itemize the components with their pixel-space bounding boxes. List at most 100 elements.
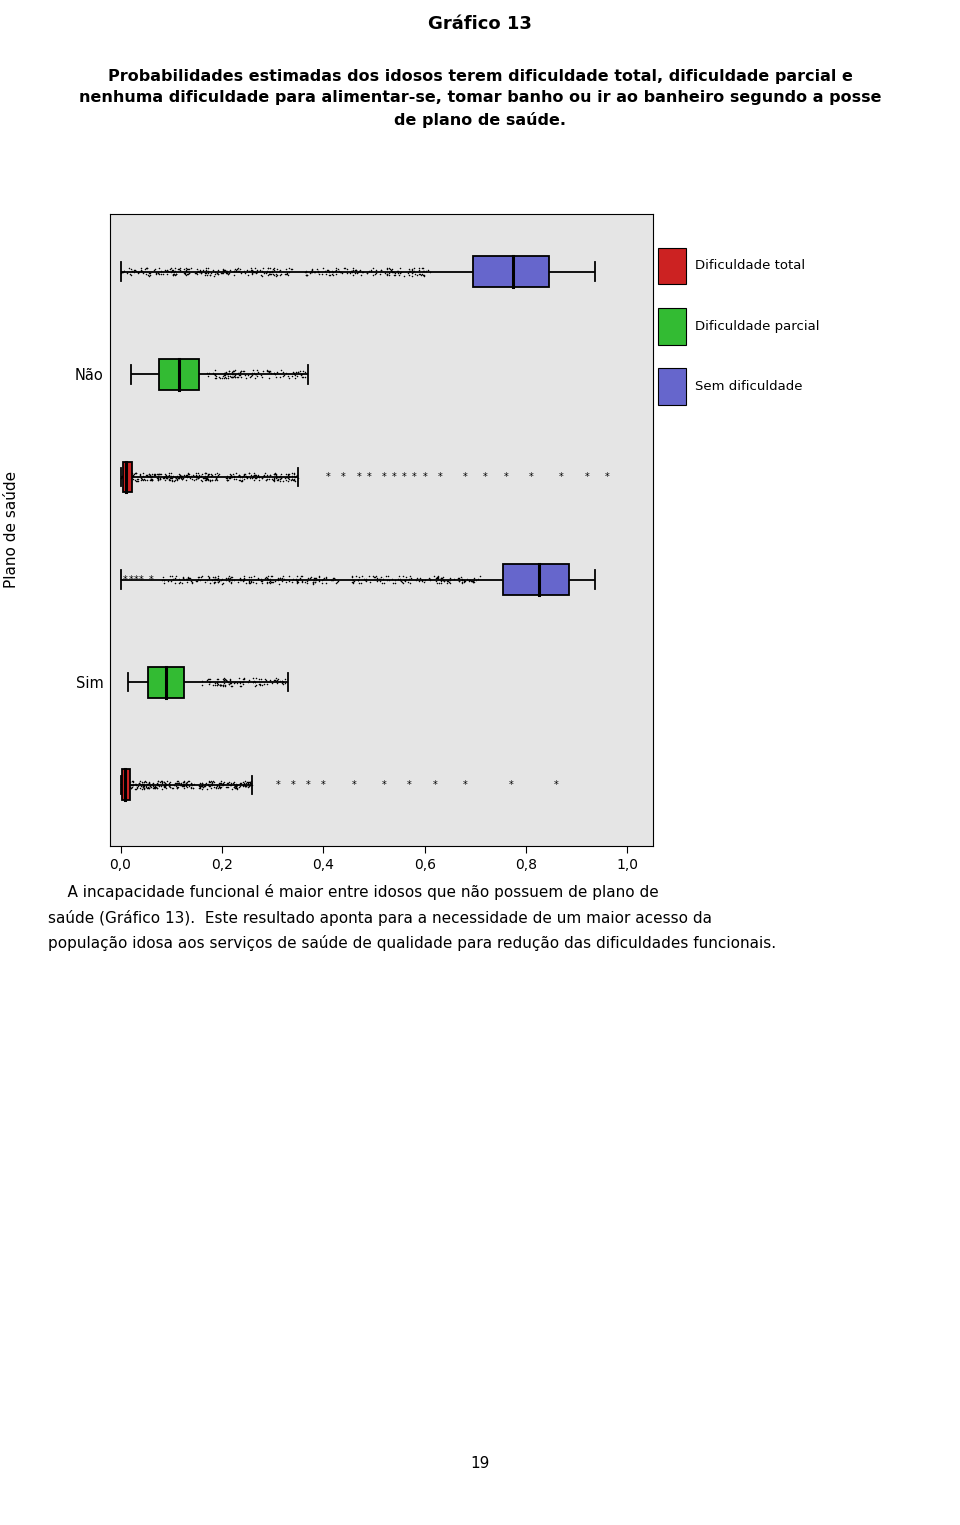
Point [379,262,395,287]
Point [436,564,451,589]
Point [220,468,235,493]
Point [431,564,446,589]
Point [397,569,413,593]
Point [264,564,279,589]
Point [156,465,172,490]
Point [123,776,138,801]
Point [130,773,145,798]
Point [175,772,190,796]
Point [414,567,429,592]
Point [231,666,247,691]
Point [248,666,263,691]
Point [198,261,213,285]
Point [299,261,314,285]
Point [281,366,297,390]
Point [218,775,233,799]
Point [266,258,281,282]
Point [243,462,258,486]
Point [204,567,220,592]
Point [150,770,165,795]
Point [260,569,276,593]
Point [207,570,223,595]
Point [290,569,305,593]
Point [118,770,133,795]
Point [207,358,223,383]
Point [350,259,366,284]
Point [209,465,225,490]
Point [219,569,234,593]
Point [216,668,231,692]
Point [267,363,282,387]
Point [311,567,326,592]
Point [226,358,241,383]
Text: *: * [341,471,346,482]
Point [200,360,215,384]
Point [142,464,157,488]
Point [272,572,287,596]
Point [168,564,183,589]
Point [346,572,361,596]
Point [127,258,142,282]
Point [299,569,314,593]
Point [230,259,246,284]
Point [168,566,183,590]
Point [219,259,234,284]
Point [262,262,277,287]
Point [173,772,188,796]
Point [391,564,406,589]
Point [382,256,397,281]
Point [246,468,261,493]
Point [208,467,224,491]
Point [255,464,271,488]
Point [228,775,243,799]
Point [185,464,201,488]
Point [315,262,330,287]
Point [221,566,236,590]
Point [238,775,253,799]
Point [183,569,199,593]
Bar [158,358,199,390]
Point [228,467,244,491]
Point [215,674,230,698]
Point [162,564,178,589]
Point [177,775,192,799]
Point [235,673,251,697]
Point [143,465,158,490]
Point [156,262,171,287]
Point [133,258,149,282]
Point [138,256,154,281]
Point [218,668,233,692]
Point [219,360,234,384]
Point [267,360,282,384]
Point [199,567,214,592]
Point [262,360,277,384]
Point [391,567,406,592]
Point [209,261,225,285]
Point [236,259,252,284]
Point [207,673,223,697]
Point [273,566,288,590]
Point [372,564,388,589]
Point [214,775,229,799]
Point [220,363,235,387]
Point [227,772,242,796]
Point [443,566,458,590]
Point [274,671,289,695]
Point [183,775,199,799]
Point [169,467,184,491]
Point [169,775,184,799]
Point [124,775,139,799]
Point [145,773,160,798]
Point [226,567,241,592]
Text: *: * [529,471,534,482]
Point [167,261,182,285]
Point [224,566,239,590]
Bar [122,770,130,801]
Point [276,669,291,694]
Point [202,770,217,795]
Point [279,261,295,285]
Point [421,566,437,590]
Point [268,361,283,386]
Point [228,363,243,387]
Point [229,776,245,801]
